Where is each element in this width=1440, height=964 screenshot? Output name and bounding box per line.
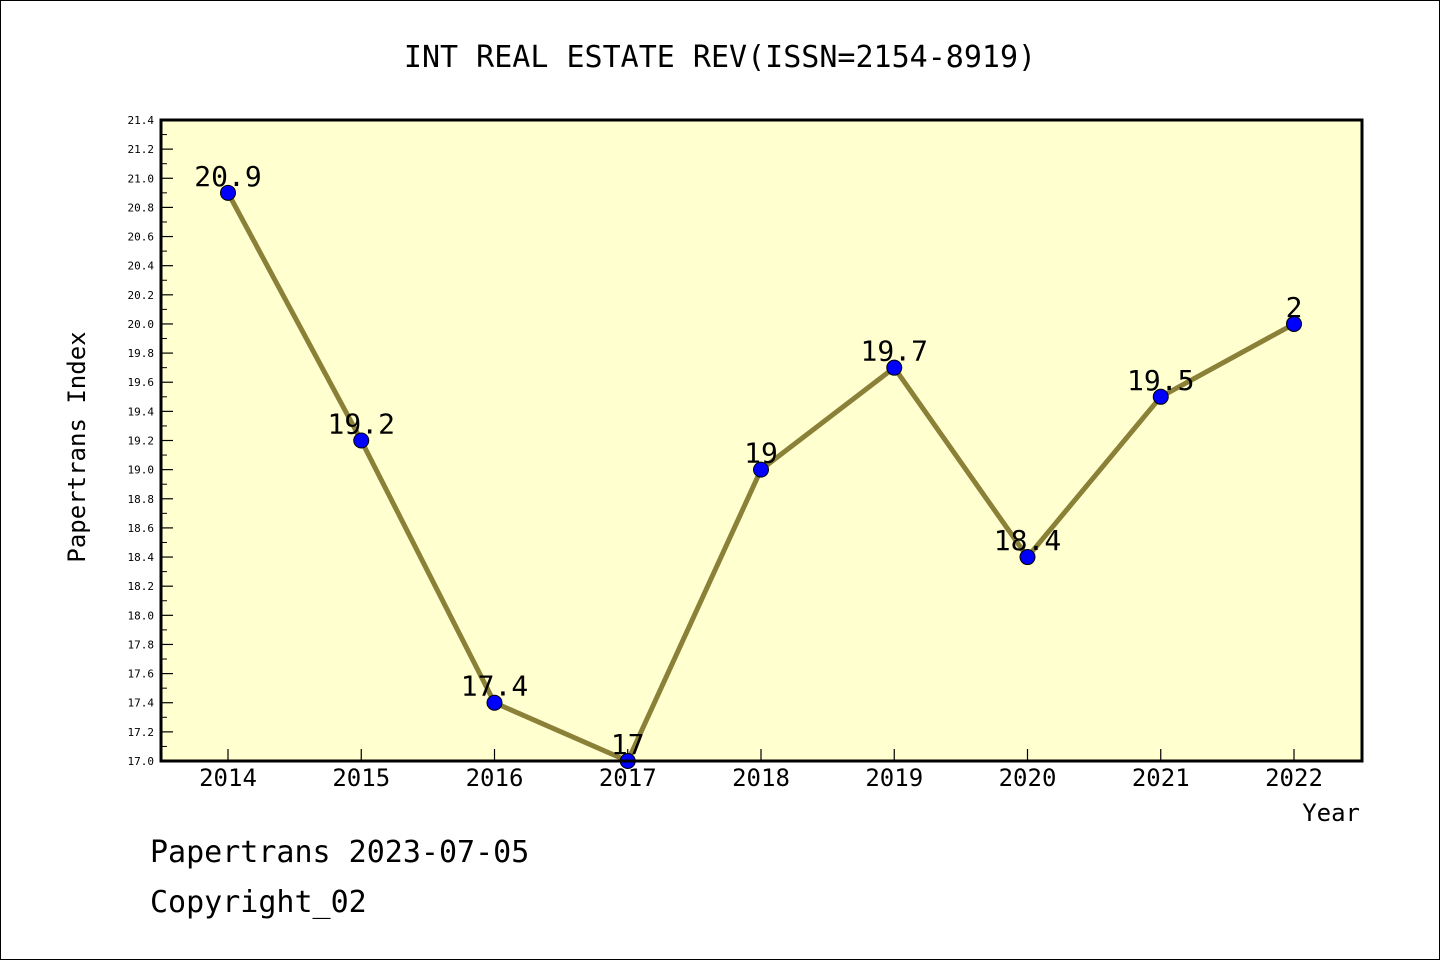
y-tick-label: 17.6 [128, 668, 155, 681]
y-tick-label: 18.6 [128, 522, 155, 535]
data-label: 19.5 [1127, 364, 1194, 397]
y-tick-label: 21.4 [128, 114, 155, 127]
data-label: 19.2 [328, 408, 395, 441]
x-tick-label: 2022 [1265, 764, 1323, 792]
series-layer: 20.9 19.2 17.4 17 19 19.7 18.4 19.5 2 [194, 160, 1302, 769]
x-tick-label: 2018 [732, 764, 790, 792]
plot-border [159, 118, 1364, 763]
data-label: 20.9 [194, 160, 261, 193]
x-axis-label: Year [1302, 799, 1360, 827]
y-tick-label: 19.6 [128, 376, 155, 389]
data-label: 18.4 [994, 524, 1061, 557]
y-tick-label: 17.0 [128, 755, 155, 768]
y-tick-label: 21.0 [128, 172, 155, 185]
data-label: 17.4 [461, 670, 528, 703]
footer-copyright: Copyright_02 [150, 885, 367, 920]
y-tick-label: 20.6 [128, 231, 155, 244]
y-tick-label: 19.8 [128, 347, 155, 360]
y-tick-label: 20.0 [128, 318, 155, 331]
y-tick-label: 17.8 [128, 638, 155, 651]
data-point [220, 184, 236, 201]
data-point [753, 461, 769, 478]
y-tick-label: 18.8 [128, 493, 155, 506]
x-tick-label: 2014 [199, 764, 257, 792]
data-label: 19 [744, 437, 778, 470]
x-tick-label: 2019 [865, 764, 923, 792]
chart-title: INT REAL ESTATE REV(ISSN=2154-8919) [404, 40, 1036, 75]
y-axis-ticks: 17.0 17.2 17.4 17.6 17.8 18.0 18.2 18.4 18.6 18.8… [128, 114, 173, 768]
y-tick-label: 17.4 [128, 697, 155, 710]
y-tick-label: 19.2 [128, 435, 155, 448]
y-tick-label: 17.2 [128, 726, 155, 739]
y-tick-label: 18.2 [128, 580, 155, 593]
data-label: 2 [1286, 291, 1303, 324]
x-tick-label: 2020 [999, 764, 1057, 792]
y-tick-label: 20.4 [128, 260, 155, 273]
data-point [353, 432, 370, 449]
y-tick-label: 21.2 [128, 143, 155, 156]
data-point [486, 694, 503, 711]
data-point [1152, 388, 1169, 405]
x-tick-label: 2021 [1132, 764, 1190, 792]
data-label: 19.7 [861, 335, 928, 368]
y-axis-label: Papertrans Index [63, 331, 91, 562]
y-tick-label: 19.0 [128, 464, 155, 477]
data-label: 17 [611, 728, 645, 761]
data-point [1286, 315, 1302, 332]
x-tick-label: 2016 [466, 764, 524, 792]
footer-date: Papertrans 2023-07-05 [150, 835, 530, 870]
y-tick-label: 19.4 [128, 405, 155, 418]
y-tick-label: 18.0 [128, 609, 155, 622]
data-point [886, 359, 903, 376]
y-tick-label: 20.8 [128, 201, 155, 214]
x-tick-label: 2015 [332, 764, 390, 792]
y-tick-label: 20.2 [128, 289, 155, 302]
data-point [1019, 549, 1036, 566]
y-tick-label: 18.4 [128, 551, 155, 564]
